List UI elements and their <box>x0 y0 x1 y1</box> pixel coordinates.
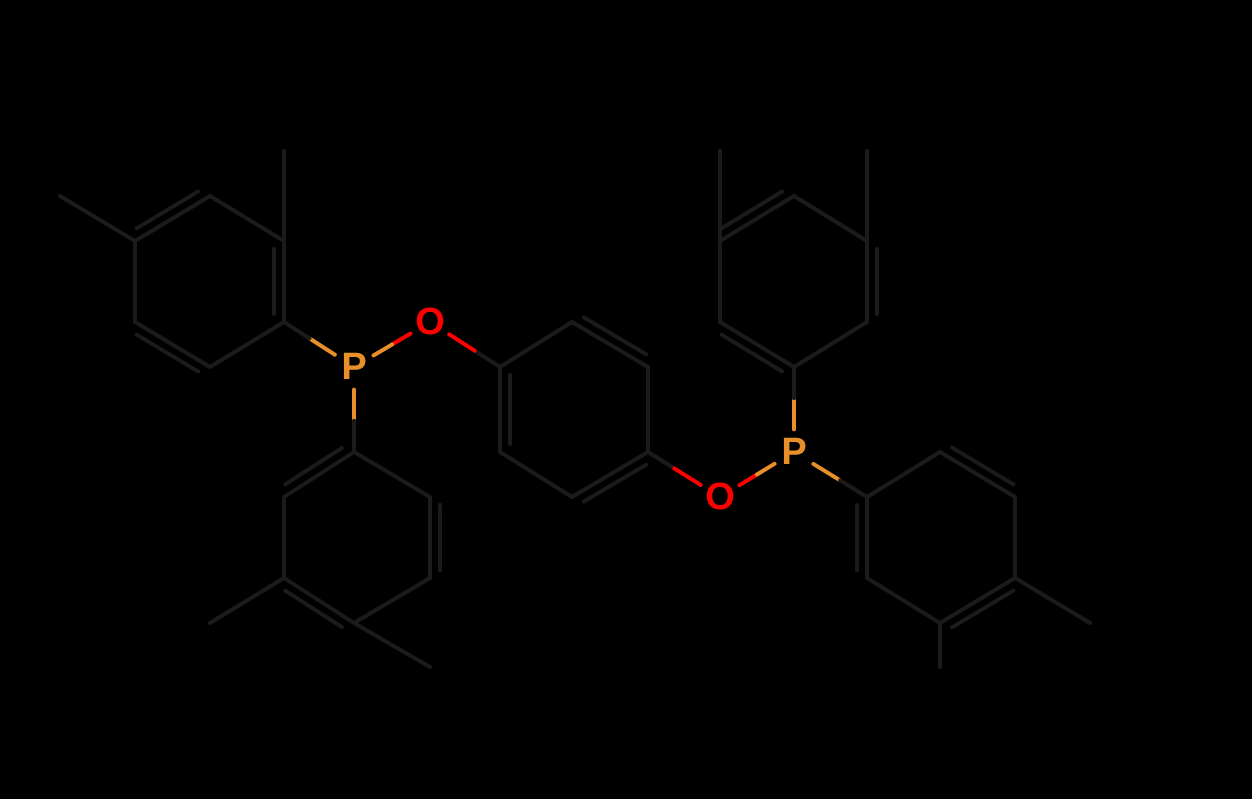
oxygen-atom-label: O <box>705 476 735 518</box>
bond <box>449 334 474 350</box>
bond <box>309 338 334 354</box>
bond <box>757 464 775 475</box>
bond <box>572 322 648 367</box>
bond <box>840 480 867 497</box>
bond <box>210 196 284 241</box>
bond <box>500 322 572 367</box>
bond <box>354 452 430 497</box>
bond <box>867 452 940 497</box>
bond <box>210 578 284 623</box>
bond <box>135 322 210 367</box>
bonds-layer <box>60 151 1090 667</box>
bond <box>794 196 867 241</box>
bond <box>720 322 794 367</box>
bond <box>572 452 648 497</box>
bond <box>475 351 500 367</box>
bond <box>374 345 392 356</box>
bond <box>739 475 757 486</box>
bond <box>867 578 940 623</box>
bond <box>392 334 410 345</box>
bond <box>940 452 1015 497</box>
phosphorus-atom-label: P <box>781 431 806 473</box>
bond <box>284 322 309 338</box>
bond <box>813 464 840 481</box>
bond <box>210 322 284 367</box>
bond <box>60 196 135 241</box>
oxygen-atom-label: O <box>415 301 445 343</box>
bond <box>500 452 572 497</box>
bond <box>135 196 210 241</box>
bond <box>284 452 354 497</box>
bond <box>794 322 867 367</box>
bond <box>720 196 794 241</box>
bond <box>674 468 700 484</box>
bond <box>648 452 674 468</box>
bond <box>354 623 430 667</box>
phosphorus-atom-label: P <box>341 346 366 388</box>
bond <box>1015 578 1090 623</box>
molecule-diagram: O P O P <box>0 0 1252 799</box>
bond <box>940 578 1015 623</box>
bond <box>284 578 354 623</box>
bond <box>354 578 430 623</box>
